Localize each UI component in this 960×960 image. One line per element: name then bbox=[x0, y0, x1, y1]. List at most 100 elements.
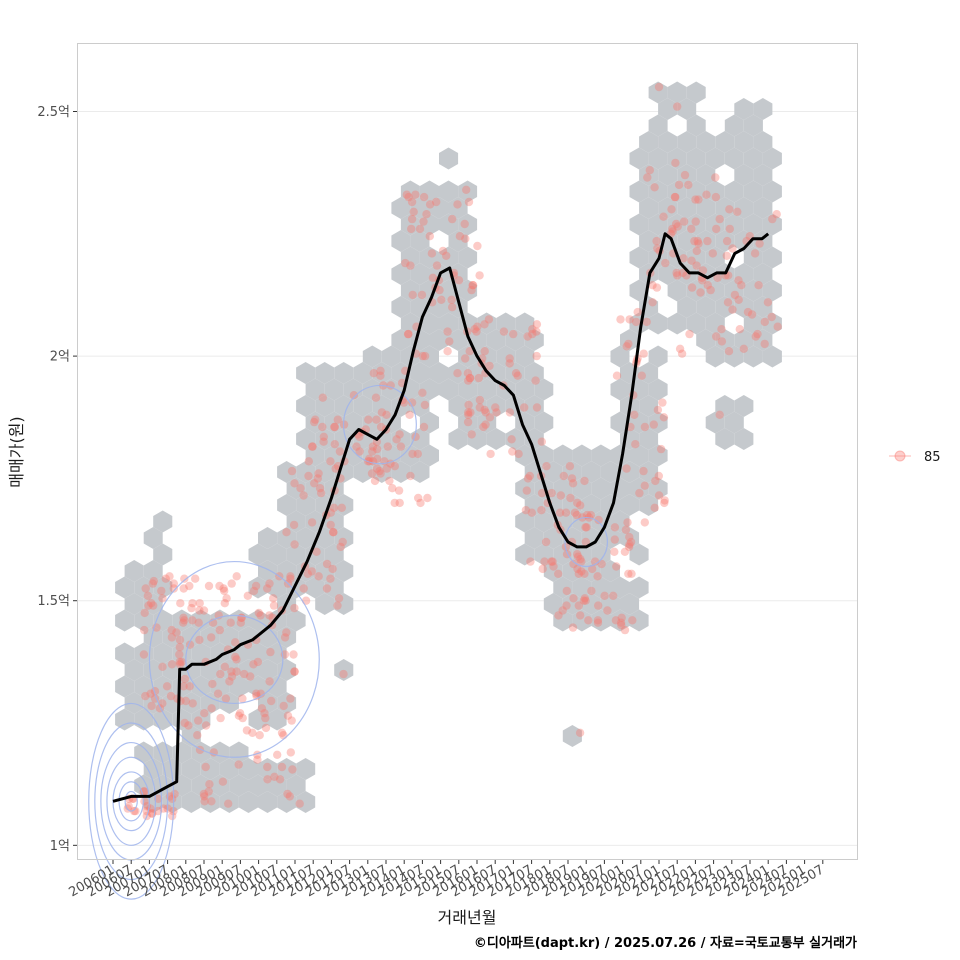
data-point bbox=[253, 657, 263, 667]
hex-bin bbox=[134, 609, 154, 632]
data-point bbox=[161, 574, 170, 583]
data-point bbox=[270, 772, 279, 781]
data-point bbox=[472, 327, 481, 336]
data-point bbox=[170, 789, 179, 799]
data-point bbox=[139, 787, 148, 796]
hex-bin bbox=[324, 378, 344, 401]
data-point bbox=[179, 616, 189, 625]
hex-bin bbox=[419, 180, 439, 203]
data-point bbox=[310, 417, 319, 427]
data-point bbox=[403, 329, 413, 339]
data-point bbox=[263, 775, 272, 784]
hex-bin bbox=[115, 609, 135, 632]
data-point bbox=[181, 696, 190, 706]
hex-bin bbox=[591, 543, 611, 566]
data-point bbox=[730, 290, 740, 300]
hex-bin bbox=[629, 180, 649, 203]
hex-bin bbox=[334, 395, 354, 417]
hex-bin bbox=[600, 560, 620, 582]
hex-bin bbox=[686, 81, 706, 104]
hex-bin bbox=[419, 378, 439, 401]
data-point bbox=[195, 606, 204, 615]
hex-bin bbox=[458, 246, 478, 269]
data-point bbox=[635, 488, 644, 498]
data-point bbox=[200, 709, 209, 718]
data-point bbox=[653, 405, 663, 415]
hex-bin bbox=[696, 263, 716, 285]
data-point bbox=[307, 567, 317, 576]
hex-bin bbox=[677, 230, 697, 252]
data-point bbox=[242, 726, 252, 735]
data-point bbox=[468, 281, 477, 290]
hex-bin bbox=[448, 428, 468, 450]
hex-bin bbox=[677, 164, 697, 186]
data-point bbox=[548, 557, 557, 566]
hex-bin bbox=[267, 774, 287, 797]
hex-bin bbox=[200, 626, 220, 648]
data-point bbox=[772, 210, 781, 219]
data-point bbox=[747, 310, 757, 319]
data-point bbox=[168, 794, 177, 803]
hex-bin bbox=[705, 312, 725, 335]
hex-bin bbox=[629, 312, 649, 335]
data-point bbox=[743, 307, 753, 317]
hex-bin bbox=[439, 147, 459, 170]
hex-bin bbox=[762, 345, 782, 368]
hex-bin bbox=[753, 131, 773, 153]
data-point bbox=[561, 508, 571, 517]
data-point bbox=[411, 190, 420, 199]
data-point bbox=[567, 474, 577, 483]
hex-bin bbox=[524, 494, 544, 516]
hex-bin bbox=[743, 180, 763, 203]
hex-bin bbox=[591, 609, 611, 632]
data-point bbox=[236, 618, 245, 627]
hex-bin bbox=[562, 461, 582, 483]
density-contour bbox=[342, 384, 417, 465]
data-point bbox=[227, 667, 236, 676]
data-point bbox=[307, 518, 317, 527]
data-point bbox=[166, 691, 176, 701]
data-point bbox=[185, 682, 194, 691]
data-point bbox=[725, 224, 734, 234]
x-axis-ticks: 2006012006072007012007072008012008072009… bbox=[67, 860, 827, 900]
data-point bbox=[722, 236, 732, 246]
data-point bbox=[207, 797, 216, 806]
hex-bin bbox=[734, 131, 754, 153]
data-point bbox=[670, 192, 680, 202]
hex-bin bbox=[753, 263, 773, 285]
data-point bbox=[600, 591, 609, 600]
density-contour bbox=[148, 560, 320, 758]
hex-bin bbox=[153, 675, 173, 698]
hex-bin bbox=[219, 791, 239, 813]
hex-bin bbox=[658, 164, 678, 186]
hex-bin bbox=[162, 659, 182, 681]
hex-bin bbox=[753, 329, 773, 351]
hex-bin bbox=[410, 362, 430, 384]
data-point bbox=[693, 236, 702, 246]
data-point bbox=[227, 672, 237, 681]
data-point bbox=[333, 415, 342, 424]
data-point bbox=[407, 398, 417, 407]
hex-bin bbox=[562, 725, 582, 747]
hex-bin bbox=[639, 164, 659, 186]
hex-bin bbox=[448, 197, 468, 219]
hex-bin bbox=[391, 461, 411, 483]
hex-bin bbox=[267, 543, 287, 566]
data-point bbox=[581, 537, 590, 547]
data-point bbox=[338, 537, 347, 547]
hex-bin bbox=[258, 692, 278, 714]
hex-bin bbox=[705, 279, 725, 302]
hex-bin bbox=[743, 312, 763, 335]
hex-bin bbox=[648, 81, 668, 104]
data-point bbox=[485, 413, 495, 422]
data-point bbox=[404, 192, 413, 202]
data-point bbox=[505, 408, 515, 417]
data-point bbox=[141, 584, 150, 593]
data-point bbox=[582, 523, 591, 532]
data-point bbox=[521, 506, 531, 515]
hex-bin bbox=[486, 329, 506, 351]
hex-bin bbox=[686, 246, 706, 269]
data-point bbox=[622, 342, 631, 351]
data-point bbox=[737, 281, 746, 290]
hex-bin bbox=[648, 180, 668, 203]
